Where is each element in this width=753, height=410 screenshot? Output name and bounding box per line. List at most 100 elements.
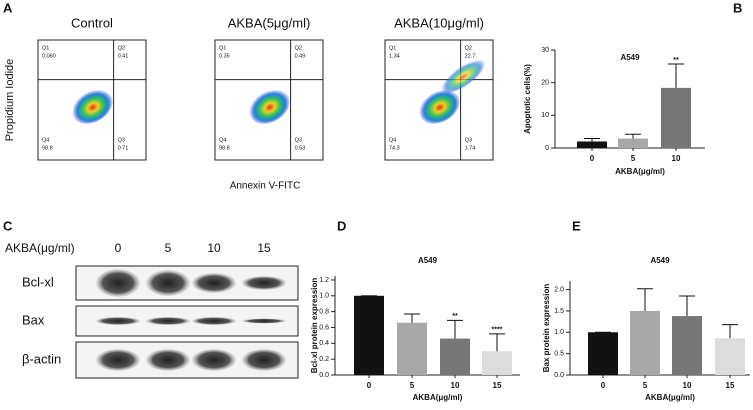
y-tick-label: 1.5	[554, 308, 564, 315]
quadrant-value: 0.71	[118, 145, 129, 151]
bar	[440, 338, 470, 375]
quadrant-name: Q3	[465, 137, 472, 143]
y-tick-label: 0.2	[319, 356, 329, 363]
quadrant-value: 0.49	[295, 53, 306, 59]
y-axis-label: Bcl-xl protein expression	[310, 278, 319, 374]
cell-cloud	[71, 88, 113, 124]
quadrant-value: 22.7	[465, 53, 476, 59]
quadrant-name: Q3	[295, 137, 302, 143]
x-tick-label: 5	[410, 381, 415, 390]
band	[192, 317, 236, 325]
error-bar	[679, 295, 695, 317]
quadrant-name: Q1	[389, 45, 396, 51]
y-axis-label: Apoptotic cells(%)	[523, 64, 532, 134]
y-tick-label: 20	[541, 80, 549, 87]
quadrant-value: 0.060	[42, 53, 56, 59]
y-axis-label: Bax protein expression	[542, 284, 551, 373]
x-axis-label: AKBA(μg/ml)	[645, 393, 695, 402]
x-tick-label: 0	[367, 381, 372, 390]
panel-letter: B	[733, 0, 742, 15]
chart-title: A549	[650, 256, 670, 265]
bar	[482, 351, 512, 375]
band	[96, 269, 140, 297]
bar	[715, 338, 745, 375]
panel-letter: A	[3, 0, 13, 15]
x-tick-label: 10	[683, 381, 692, 390]
quadrant-name: Q4	[389, 137, 396, 143]
band	[242, 318, 286, 324]
band	[192, 273, 236, 293]
x-tick-label: 15	[493, 381, 502, 390]
quadrant-value: 0.35	[219, 53, 230, 59]
error-bar	[447, 319, 463, 339]
y-tick-label: 0	[545, 145, 549, 152]
band	[146, 270, 190, 296]
error-bar	[637, 288, 653, 311]
x-axis-label: AKBA(μg/ml)	[413, 393, 463, 402]
quadrant-name: Q2	[295, 45, 302, 51]
band	[192, 349, 236, 371]
error-bar	[489, 333, 505, 352]
y-tick-label: 0.8	[319, 308, 329, 315]
error-bar	[722, 324, 738, 339]
x-tick-label: 0	[590, 154, 595, 163]
quadrant-value: 1.34	[389, 53, 400, 59]
cell-cloud	[248, 88, 290, 124]
y-tick-label: 1.2	[319, 277, 329, 284]
bar	[354, 295, 384, 375]
chart-title: A549	[418, 256, 438, 265]
significance-mark: **	[673, 57, 679, 64]
error-bar	[404, 313, 420, 323]
y-axis-label: Propidium Iodide	[4, 59, 16, 142]
chart-title: A549	[620, 53, 640, 62]
dose-label: 5	[165, 241, 172, 255]
y-tick-label: 1.0	[319, 293, 329, 300]
error-bar	[668, 63, 684, 88]
plot-title: Control	[71, 15, 113, 30]
dose-label: 10	[207, 241, 221, 255]
y-tick-label: 0.5	[554, 350, 564, 357]
plot-title: AKBA(10μg/ml)	[394, 15, 484, 30]
x-axis-label: Annexin V-FITC	[230, 181, 301, 192]
band	[96, 349, 140, 371]
quadrant-value: 98.8	[42, 145, 53, 151]
x-tick-label: 10	[451, 381, 460, 390]
band	[242, 349, 286, 371]
x-axis-label: AKBA(μg/ml)	[615, 167, 665, 176]
error-bar	[625, 133, 641, 139]
quadrant-value: 0.53	[295, 145, 306, 151]
quadrant-name: Q4	[42, 137, 49, 143]
panel-letter: C	[3, 218, 13, 233]
panel-letter: D	[337, 218, 346, 233]
band	[146, 349, 190, 371]
y-tick-label: 30	[541, 47, 549, 54]
quadrant-value: 74.3	[389, 145, 400, 151]
y-tick-label: 0.0	[554, 372, 564, 379]
panel-letter: E	[572, 218, 581, 233]
quadrant-value: 1.74	[465, 145, 476, 151]
plot-title: AKBA(5μg/ml)	[228, 15, 311, 30]
x-tick-label: 5	[643, 381, 648, 390]
bar	[577, 141, 607, 148]
treatment-label: AKBA(μg/ml)	[5, 241, 75, 255]
quadrant-name: Q4	[219, 137, 226, 143]
quadrant-name: Q2	[118, 45, 125, 51]
x-tick-label: 0	[601, 381, 606, 390]
y-tick-label: 2.0	[554, 286, 564, 293]
significance-mark: ****	[492, 327, 503, 334]
dose-label: 15	[257, 241, 271, 255]
bar	[588, 332, 618, 375]
bar	[661, 87, 691, 148]
cell-cloud	[418, 88, 460, 124]
band	[242, 276, 286, 290]
error-bar	[584, 138, 600, 142]
plot-frame	[37, 39, 147, 161]
bar	[397, 322, 427, 375]
x-tick-label: 5	[631, 154, 636, 163]
y-tick-label: 0.0	[319, 372, 329, 379]
row-label: β-actin	[22, 351, 61, 366]
band	[96, 317, 140, 325]
significance-mark: **	[452, 313, 458, 320]
quadrant-value: 0.41	[118, 53, 129, 59]
